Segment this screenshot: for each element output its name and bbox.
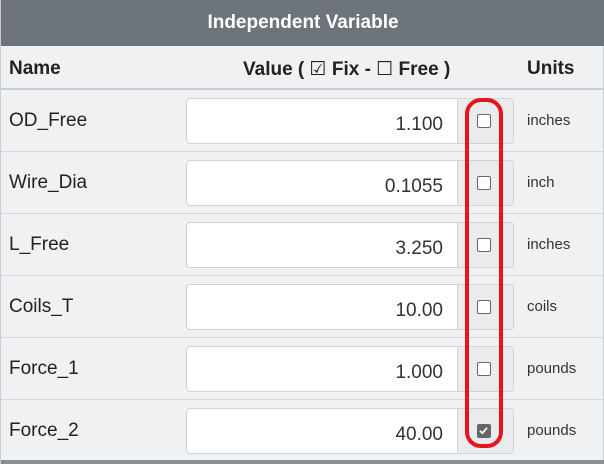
- fix-checkbox[interactable]: [477, 114, 491, 128]
- fix-checkbox[interactable]: [477, 176, 491, 190]
- fix-checkbox-cell: [458, 98, 514, 144]
- fix-checkbox-cell: [458, 408, 514, 454]
- table-row: Force_2 pounds: [1, 400, 604, 462]
- unit-label: pounds: [527, 422, 577, 439]
- panel-title: Independent Variable: [1, 0, 604, 46]
- value-input[interactable]: [186, 98, 458, 144]
- value-input[interactable]: [186, 284, 458, 330]
- checked-box-icon: ☑: [309, 59, 327, 80]
- column-header-units: Units: [527, 58, 575, 79]
- variable-name: Coils_T: [9, 296, 74, 317]
- unit-label: inches: [527, 236, 571, 253]
- variable-name: Force_2: [9, 420, 79, 441]
- free-legend-label: Free ): [398, 59, 451, 80]
- fix-checkbox-cell: [458, 222, 514, 268]
- checkmark-icon: [479, 427, 488, 435]
- table-row: Wire_Dia inch: [1, 152, 604, 214]
- unit-label: inches: [527, 112, 571, 129]
- variable-name: L_Free: [9, 234, 70, 255]
- value-input[interactable]: [186, 222, 458, 268]
- table-row: Force_1 pounds: [1, 338, 604, 400]
- fix-checkbox-cell: [458, 346, 514, 392]
- fix-checkbox[interactable]: [477, 424, 491, 438]
- unit-label: coils: [527, 298, 558, 315]
- table-row: Coils_T coils: [1, 276, 604, 338]
- table-header: Name Value ( ☑ Fix - ☐ Free ) Units: [1, 46, 604, 90]
- variable-name: Wire_Dia: [9, 172, 88, 193]
- value-header-prefix: Value (: [243, 59, 305, 80]
- fix-checkbox[interactable]: [477, 300, 491, 314]
- column-header-value: Value ( ☑ Fix - ☐ Free ): [243, 58, 450, 81]
- panel-bottom-border: [1, 460, 604, 464]
- table-row: OD_Free inches: [1, 90, 604, 152]
- variable-name: Force_1: [9, 358, 79, 379]
- value-input[interactable]: [186, 408, 458, 454]
- fix-legend-label: Fix -: [331, 59, 371, 80]
- unit-label: inch: [527, 174, 555, 191]
- variable-name: OD_Free: [9, 110, 88, 131]
- fix-checkbox-cell: [458, 284, 514, 330]
- fix-checkbox-cell: [458, 160, 514, 206]
- panel-title-text: Independent Variable: [207, 12, 399, 33]
- empty-box-icon: ☐: [376, 59, 394, 80]
- value-input[interactable]: [186, 160, 458, 206]
- fix-checkbox[interactable]: [477, 238, 491, 252]
- fix-checkbox[interactable]: [477, 362, 491, 376]
- value-input[interactable]: [186, 346, 458, 392]
- unit-label: pounds: [527, 360, 577, 377]
- table-row: L_Free inches: [1, 214, 604, 276]
- column-header-name: Name: [9, 58, 61, 79]
